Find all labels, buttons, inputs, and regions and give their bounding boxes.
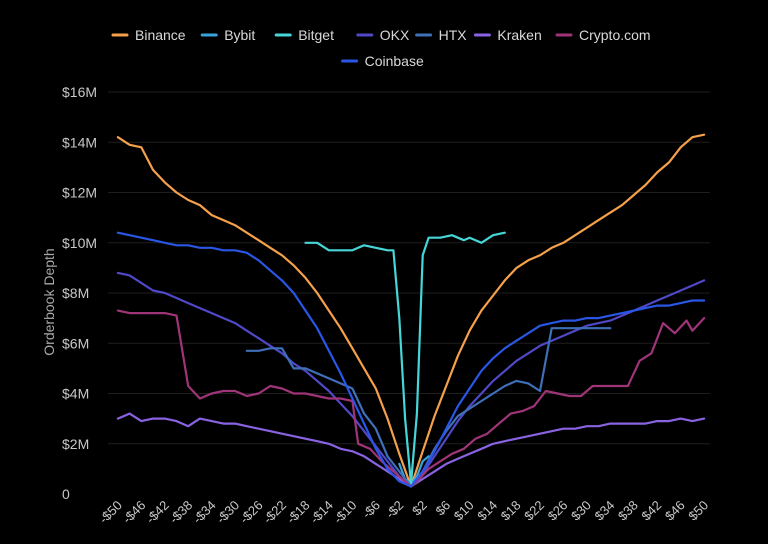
y-tick-label: $10M	[62, 235, 97, 251]
x-tick-label: $34	[592, 498, 618, 524]
x-tick-label: $22	[521, 498, 547, 524]
x-tick-label: -$34	[190, 498, 219, 527]
x-tick-label: $46	[662, 498, 688, 524]
x-tick-label: -$50	[96, 498, 125, 527]
series-line-coinbase	[116, 231, 706, 488]
x-axis-ticks: -$50-$46-$42-$38-$34-$30-$26-$22-$18-$14…	[96, 498, 711, 527]
legend-label: Crypto.com	[579, 27, 651, 43]
legend-item-bitget[interactable]: Bitget	[274, 27, 334, 43]
series-line-bitget	[304, 231, 506, 485]
x-tick-label: $2	[409, 498, 430, 519]
legend-item-kraken[interactable]: Kraken	[473, 27, 542, 43]
y-tick-label: 0	[62, 486, 70, 502]
x-tick-label: -$38	[166, 498, 195, 527]
x-tick-label: -$42	[143, 498, 172, 527]
x-tick-label: -$10	[330, 498, 359, 527]
chart-grid	[108, 91, 710, 445]
x-tick-label: -$22	[260, 498, 289, 527]
x-tick-label: -$14	[307, 498, 336, 527]
x-tick-label: $26	[545, 498, 571, 524]
legend-label: Coinbase	[365, 53, 424, 69]
x-tick-label: $6	[432, 498, 453, 519]
x-tick-label: $30	[568, 498, 594, 524]
legend-item-okx[interactable]: OKX	[356, 27, 410, 43]
x-tick-label: -$18	[284, 498, 313, 527]
legend-label: OKX	[380, 27, 410, 43]
x-tick-label: -$26	[237, 498, 266, 527]
y-axis-ticks: 0 $2M $4M $6M $8M $10M $12M $14M $16M	[62, 84, 97, 502]
legend-item-bybit[interactable]: Bybit	[200, 27, 255, 43]
legend-label: Bitget	[298, 27, 334, 43]
y-axis-label: Orderbook Depth	[41, 248, 57, 355]
series-line-crypto-com	[116, 309, 706, 488]
x-tick-label: $38	[615, 498, 641, 524]
legend-item-binance[interactable]: Binance	[111, 27, 186, 43]
y-tick-label: $14M	[62, 134, 97, 150]
y-tick-label: $2M	[62, 436, 89, 452]
y-tick-label: $6M	[62, 335, 89, 351]
x-tick-label: -$30	[213, 498, 242, 527]
legend-label: Kraken	[497, 27, 541, 43]
x-tick-label: -$6	[359, 498, 383, 522]
chart-legend: Binance Bybit Bitget OKX HTX Kraken Crypto.com…	[111, 27, 651, 69]
legend-item-htx[interactable]: HTX	[415, 27, 468, 43]
legend-label: Bybit	[224, 27, 255, 43]
x-tick-label: $42	[638, 498, 664, 524]
x-tick-label: -$2	[382, 498, 406, 522]
y-tick-label: $12M	[62, 185, 97, 201]
y-tick-label: $4M	[62, 386, 89, 402]
x-tick-label: $18	[498, 498, 524, 524]
legend-label: HTX	[439, 27, 468, 43]
x-tick-label: -$46	[119, 498, 148, 527]
legend-label: Binance	[135, 27, 186, 43]
x-tick-label: $14	[474, 498, 500, 524]
legend-item-coinbase[interactable]: Coinbase	[341, 53, 424, 69]
chart-series	[116, 133, 706, 488]
y-tick-label: $16M	[62, 84, 97, 100]
legend-item-crypto-com[interactable]: Crypto.com	[555, 27, 651, 43]
series-line-okx	[116, 271, 706, 488]
x-tick-label: $50	[685, 498, 711, 524]
y-tick-label: $8M	[62, 285, 89, 301]
x-tick-label: $10	[451, 498, 477, 524]
